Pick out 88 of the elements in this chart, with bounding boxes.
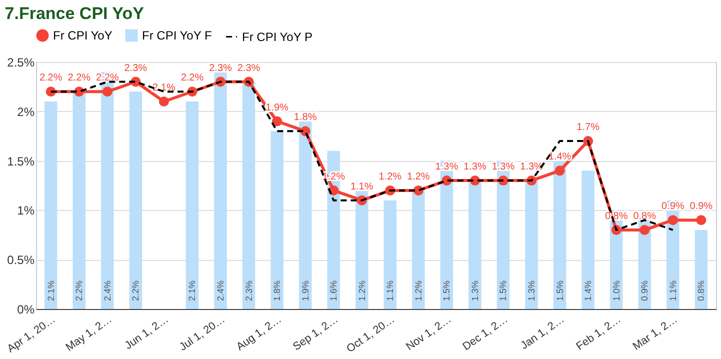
data-label: 0.8% bbox=[696, 280, 706, 301]
data-label: 2.4% bbox=[102, 280, 112, 301]
point bbox=[640, 224, 650, 235]
data-label: 1.3% bbox=[435, 162, 458, 173]
data-label: 1.2% bbox=[378, 171, 402, 182]
bar bbox=[694, 230, 708, 309]
x-tick-label: Oct 1, 20… bbox=[344, 314, 398, 356]
bar bbox=[638, 220, 651, 309]
y-tick-label: 0.5% bbox=[7, 253, 35, 268]
data-label: 1.9% bbox=[300, 280, 310, 301]
data-label: 2.2% bbox=[180, 72, 204, 84]
data-label: 2.3% bbox=[209, 62, 232, 74]
point bbox=[554, 166, 565, 176]
data-label: 1.3% bbox=[464, 162, 486, 173]
data-label: 1.1% bbox=[350, 181, 374, 192]
data-label: 1.5% bbox=[442, 280, 452, 301]
data-label: 1.8% bbox=[294, 112, 317, 124]
data-label: 1.2% bbox=[407, 171, 430, 182]
data-label: 1.3% bbox=[492, 162, 515, 173]
data-label: 0.8% bbox=[633, 210, 656, 222]
x-tick-label: Jan 1, 2… bbox=[518, 314, 567, 352]
y-tick-label: 2.5% bbox=[7, 56, 35, 70]
data-label: 1.7% bbox=[576, 122, 600, 134]
data-label: 2.3% bbox=[244, 280, 254, 301]
bar bbox=[525, 180, 538, 309]
data-label: 1.0% bbox=[611, 280, 622, 301]
bar bbox=[270, 131, 284, 309]
bar bbox=[356, 190, 368, 309]
data-label: 2.2% bbox=[130, 280, 141, 301]
data-label: 1.1% bbox=[668, 280, 678, 301]
y-tick-label: 0% bbox=[17, 302, 35, 316]
chart-title: 7.France CPI YoY bbox=[4, 4, 145, 23]
bar bbox=[582, 170, 594, 309]
data-label: 2.3% bbox=[124, 62, 148, 74]
data-label: 2.2% bbox=[74, 280, 84, 301]
y-tick-label: 1.5% bbox=[7, 154, 35, 168]
x-tick-label: Mar 1, 2… bbox=[630, 314, 680, 353]
data-label: 2.1% bbox=[46, 280, 56, 301]
x-tick-label: Feb 1, 2… bbox=[574, 314, 624, 353]
x-tick-label: Nov 1, 2… bbox=[404, 314, 454, 354]
x-tick-label: Jul 1, 20… bbox=[177, 314, 228, 354]
y-tick-label: 1% bbox=[17, 204, 35, 218]
legend-label: Fr CPI YoY F bbox=[142, 28, 212, 43]
x-tick-label: Jun 1, 2… bbox=[122, 314, 171, 352]
data-label: 2.4% bbox=[215, 280, 226, 301]
data-label: 1.2% bbox=[356, 280, 367, 301]
data-label: 2.2% bbox=[68, 72, 91, 84]
point bbox=[102, 86, 112, 97]
legend-label: Fr CPI YoY P bbox=[242, 30, 312, 44]
point bbox=[668, 215, 678, 226]
data-label: 1.2% bbox=[413, 280, 424, 301]
data-label: 1.1% bbox=[385, 280, 396, 301]
data-label: 1.3% bbox=[470, 280, 480, 301]
point bbox=[272, 116, 282, 126]
bar bbox=[242, 82, 256, 309]
bar bbox=[214, 72, 227, 309]
y-tick-label: 2% bbox=[17, 104, 35, 119]
data-label: 1.6% bbox=[328, 280, 339, 301]
bar bbox=[412, 190, 425, 309]
data-label: 1.3% bbox=[520, 162, 544, 173]
data-label: 1.8% bbox=[272, 280, 282, 301]
data-label: 0.9% bbox=[661, 201, 684, 212]
x-tick-label: Sep 1, 2… bbox=[291, 314, 340, 354]
bar bbox=[129, 92, 142, 309]
bar bbox=[186, 102, 199, 309]
data-label: 1.5% bbox=[554, 280, 565, 301]
bar bbox=[44, 102, 58, 309]
data-label: 2.1% bbox=[187, 280, 198, 301]
point bbox=[696, 215, 706, 226]
data-label: 0.9% bbox=[690, 201, 713, 212]
data-label: 2.3% bbox=[237, 62, 260, 74]
bar bbox=[298, 121, 312, 309]
data-label: 1.3% bbox=[526, 280, 537, 301]
bar bbox=[553, 160, 566, 309]
x-tick-label: May 1, 2… bbox=[64, 314, 114, 354]
data-label: 1.4% bbox=[583, 280, 594, 301]
bar bbox=[384, 200, 396, 309]
bar bbox=[72, 92, 86, 309]
data-label: 1.5% bbox=[498, 280, 508, 301]
point bbox=[158, 96, 169, 107]
data-label: 2.2% bbox=[39, 72, 62, 84]
x-tick-label: Apr 1, 20… bbox=[5, 314, 58, 356]
data-label: 2.2% bbox=[96, 72, 119, 84]
x-tick-label: Dec 1, 2… bbox=[460, 314, 510, 354]
legend-label: Fr CPI YoY bbox=[53, 28, 112, 43]
data-label: 0.9% bbox=[640, 280, 650, 301]
bar bbox=[468, 180, 482, 309]
x-tick-label: Aug 1, 2… bbox=[234, 314, 284, 354]
